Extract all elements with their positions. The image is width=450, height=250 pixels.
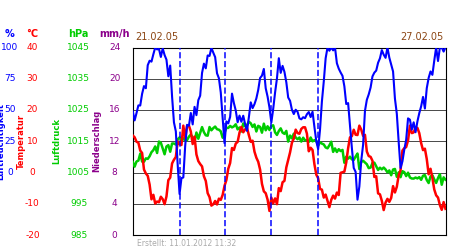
Text: -20: -20 xyxy=(25,230,40,239)
Text: 1005: 1005 xyxy=(67,168,90,177)
Text: 20: 20 xyxy=(109,74,121,83)
Text: 12: 12 xyxy=(109,137,121,146)
Text: 1045: 1045 xyxy=(68,43,90,52)
Text: 985: 985 xyxy=(70,230,87,239)
Text: 1035: 1035 xyxy=(67,74,90,83)
Text: hPa: hPa xyxy=(68,29,89,39)
Text: 75: 75 xyxy=(4,74,16,83)
Text: Erstellt: 11.01.2012 11:32: Erstellt: 11.01.2012 11:32 xyxy=(137,238,237,248)
Text: Luftfeuchtigkeit: Luftfeuchtigkeit xyxy=(0,103,5,180)
Text: 0: 0 xyxy=(112,230,117,239)
Text: 0: 0 xyxy=(30,168,35,177)
Text: 25: 25 xyxy=(4,137,16,146)
Text: 21.02.05: 21.02.05 xyxy=(135,32,178,42)
Text: Niederschlag: Niederschlag xyxy=(92,110,101,172)
Text: 100: 100 xyxy=(1,43,18,52)
Text: Temperatur: Temperatur xyxy=(17,114,26,169)
Text: 20: 20 xyxy=(27,106,38,114)
Text: 10: 10 xyxy=(27,137,38,146)
Text: Luftdruck: Luftdruck xyxy=(52,118,61,164)
Text: 1015: 1015 xyxy=(67,137,90,146)
Text: 4: 4 xyxy=(112,199,117,208)
Text: 995: 995 xyxy=(70,199,87,208)
Text: °C: °C xyxy=(27,29,38,39)
Text: 24: 24 xyxy=(109,43,121,52)
Text: 50: 50 xyxy=(4,106,16,114)
Text: mm/h: mm/h xyxy=(99,29,130,39)
Text: 30: 30 xyxy=(27,74,38,83)
Text: 40: 40 xyxy=(27,43,38,52)
Text: 0: 0 xyxy=(7,168,13,177)
Text: %: % xyxy=(5,29,15,39)
Text: 27.02.05: 27.02.05 xyxy=(400,32,443,42)
Text: 16: 16 xyxy=(109,106,121,114)
Text: 1025: 1025 xyxy=(68,106,90,114)
Text: 8: 8 xyxy=(112,168,117,177)
Text: -10: -10 xyxy=(25,199,40,208)
